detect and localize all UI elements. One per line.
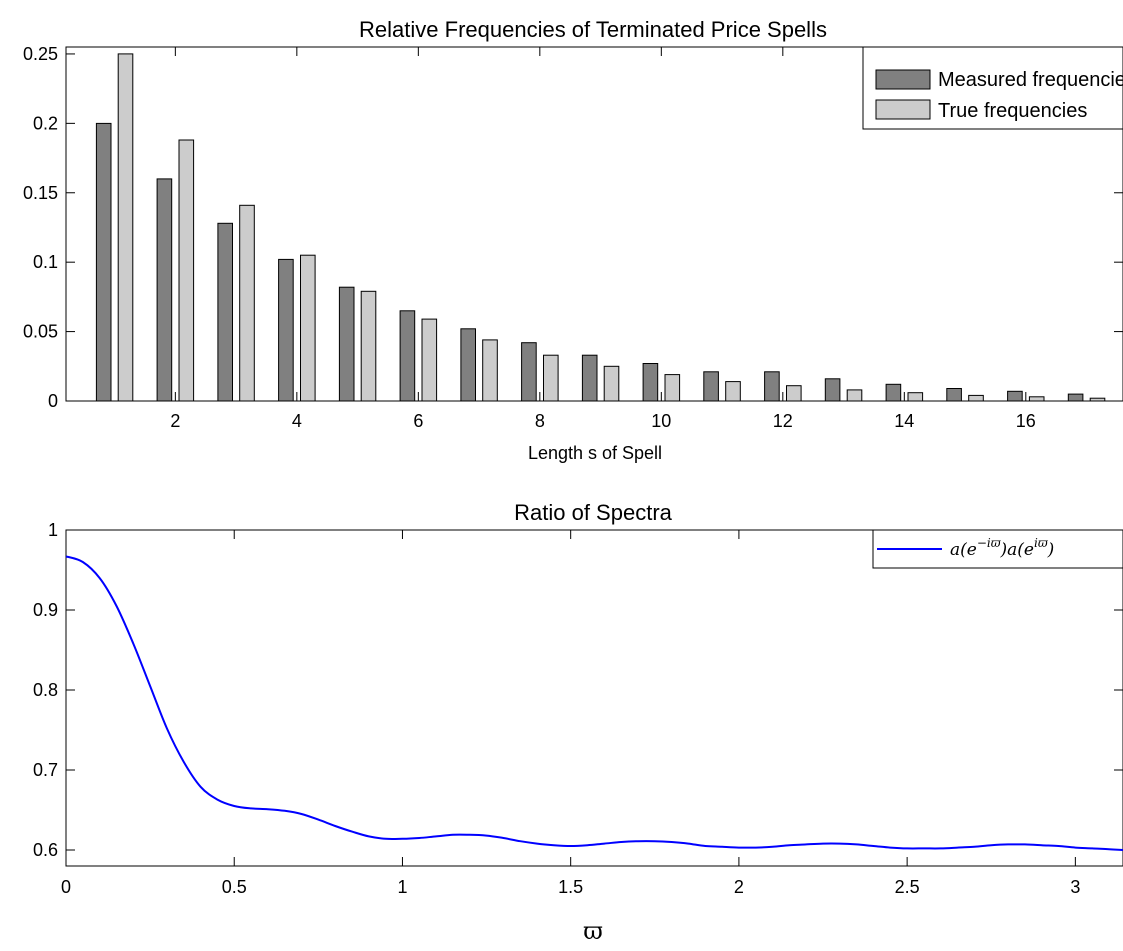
chart1-legend: Measured frequencies True frequencies xyxy=(862,46,1123,130)
chart2-x-tick-label: 2.5 xyxy=(895,877,920,897)
chart1-x-tick-label: 6 xyxy=(413,411,423,431)
chart2-y-tick-label: 1 xyxy=(48,520,58,540)
chart1-ticks: 2 4 6 8 10 12 14 16 0 0.05 0.1 0.15 0.2 0.25 xyxy=(23,44,1123,431)
chart2-x-axis-label: ϖ xyxy=(583,917,603,945)
spectra-ratio-line xyxy=(65,555,1123,851)
bar-measured-16 xyxy=(1007,390,1023,402)
bar-measured-12 xyxy=(764,371,780,402)
chart2-plot-area xyxy=(65,529,1123,867)
chart2-x-tick-label: 1 xyxy=(397,877,407,897)
chart2-x-tick-label: 3 xyxy=(1070,877,1080,897)
bar-measured-4 xyxy=(278,258,294,402)
bar-true-14 xyxy=(907,392,924,402)
chart2-x-tick-label: 0.5 xyxy=(222,877,247,897)
bar-measured-9 xyxy=(581,354,598,402)
chart1-bars xyxy=(95,53,1106,402)
bar-true-1 xyxy=(117,53,134,402)
chart2-y-tick-label: 0.7 xyxy=(33,760,58,780)
bar-measured-7 xyxy=(460,328,476,402)
bar-true-7 xyxy=(482,339,498,402)
bar-measured-11 xyxy=(703,371,719,402)
chart2-ticks: 0 0.5 1 1.5 2 2.5 3 0.6 0.7 0.8 0.9 1 xyxy=(33,520,1123,897)
chart2-legend: a(e−iϖ)a(eiϖ) xyxy=(872,529,1123,569)
bar-true-10 xyxy=(664,374,681,402)
legend-label-measured: Measured frequencies xyxy=(938,69,1123,91)
bar-true-8 xyxy=(543,354,559,402)
chart1-x-tick-label: 4 xyxy=(292,411,302,431)
bar-measured-15 xyxy=(946,388,962,402)
chart2-y-tick-label: 0.6 xyxy=(33,840,58,860)
bar-true-13 xyxy=(846,389,863,402)
chart2-x-tick-label: 0 xyxy=(61,877,71,897)
chart1-y-tick-label: 0 xyxy=(48,391,58,411)
legend-label-true: True frequencies xyxy=(938,100,1087,122)
chart1-x-tick-label: 16 xyxy=(1016,411,1036,431)
bar-measured-13 xyxy=(824,378,841,402)
bar-true-9 xyxy=(603,365,620,402)
bar-measured-2 xyxy=(156,178,173,402)
bar-measured-6 xyxy=(399,310,416,402)
chart1-y-tick-label: 0.1 xyxy=(33,252,58,272)
chart2-y-tick-label: 0.9 xyxy=(33,600,58,620)
chart1-y-tick-label: 0.2 xyxy=(33,113,58,133)
chart1-y-tick-label: 0.05 xyxy=(23,322,58,342)
bar-true-17 xyxy=(1089,397,1106,402)
bar-true-2 xyxy=(178,139,195,402)
bar-measured-3 xyxy=(217,222,233,402)
chart1-x-tick-label: 10 xyxy=(651,411,671,431)
chart2-title: Ratio of Spectra xyxy=(514,500,673,525)
chart1-x-axis-label: Length s of Spell xyxy=(528,443,662,463)
spectra-ratio-line-chart: Ratio of Spectra 0 0.5 1 1.5 2 2.5 30.60.70.80… xyxy=(33,500,1123,945)
bar-measured-10 xyxy=(642,363,659,402)
bar-measured-1 xyxy=(95,122,112,402)
chart2-x-tick-label: 2 xyxy=(734,877,744,897)
chart2-x-tick-label: 1.5 xyxy=(558,877,583,897)
bar-measured-8 xyxy=(521,342,537,402)
chart1-title: Relative Frequencies of Terminated Price… xyxy=(359,17,827,42)
chart1-x-tick-label: 2 xyxy=(170,411,180,431)
bar-measured-17 xyxy=(1067,393,1084,402)
frequencies-bar-chart: Relative Frequencies of Terminated Price… xyxy=(23,17,1123,463)
bar-true-11 xyxy=(725,381,741,402)
chart1-x-tick-label: 12 xyxy=(773,411,793,431)
legend-label-spectra: a(e−iϖ)a(eiϖ) xyxy=(950,536,1054,560)
bar-true-15 xyxy=(968,394,984,402)
bar-true-12 xyxy=(786,385,802,402)
bar-true-4 xyxy=(300,254,316,402)
chart1-x-tick-label: 8 xyxy=(535,411,545,431)
bar-true-5 xyxy=(360,290,377,402)
legend-swatch-true xyxy=(875,99,931,120)
chart1-y-tick-label: 0.15 xyxy=(23,183,58,203)
bar-measured-14 xyxy=(885,383,902,402)
chart2-y-tick-label: 0.8 xyxy=(33,680,58,700)
bar-true-16 xyxy=(1028,396,1045,402)
bar-true-3 xyxy=(239,204,255,402)
legend-swatch-measured xyxy=(875,69,931,90)
bar-true-6 xyxy=(421,318,438,402)
chart1-x-tick-label: 14 xyxy=(894,411,914,431)
bar-measured-5 xyxy=(338,286,355,402)
chart1-y-tick-label: 0.25 xyxy=(23,44,58,64)
